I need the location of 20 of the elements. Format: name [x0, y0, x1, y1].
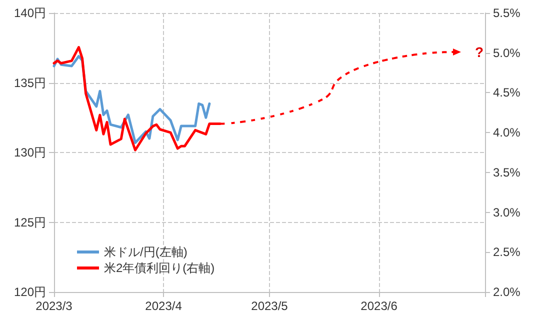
y-tick-label: 130円 [14, 146, 46, 160]
y2-tick-label: 3.5% [493, 165, 521, 180]
y-tick-label: 135円 [14, 76, 46, 90]
y2-tick-label: 2.5% [493, 245, 521, 260]
y2-tick-label: 5.0% [493, 46, 521, 60]
legend-label: 米2年債利回り(右軸) [104, 261, 215, 275]
annotation: ? [475, 44, 484, 60]
legend-label: 米ドル/円(左軸) [104, 245, 188, 259]
y2-tick-label: 4.0% [493, 126, 521, 140]
y2-tick-label: 3.0% [493, 205, 521, 220]
y-tick-label: 120円 [14, 285, 46, 299]
x-tick-label: 2023/5 [251, 299, 288, 313]
y-tick-label: 125円 [14, 215, 46, 230]
x-tick-label: 2023/3 [36, 299, 73, 313]
x-tick-label: 2023/6 [360, 299, 398, 313]
y-tick-label: 140円 [14, 6, 46, 20]
y2-tick-label: 2.0% [493, 285, 521, 299]
y2-tick-label: 5.5% [493, 6, 521, 20]
x-tick-label: 2023/4 [145, 299, 182, 313]
y2-tick-label: 4.5% [493, 86, 521, 100]
